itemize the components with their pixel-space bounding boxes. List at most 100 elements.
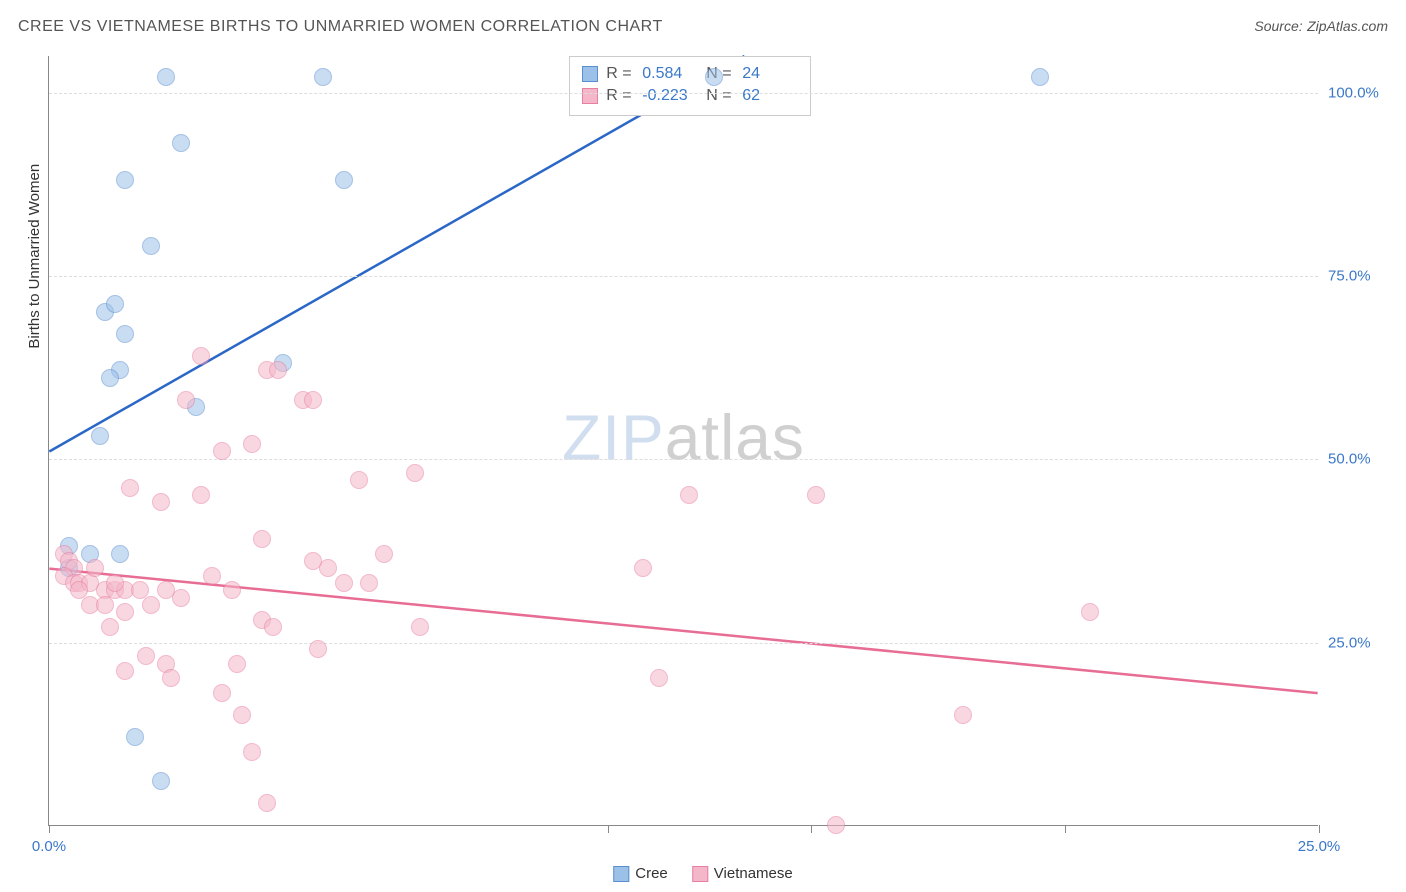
- data-point-vietnamese: [954, 706, 972, 724]
- data-point-vietnamese: [269, 361, 287, 379]
- stats-n-value: 24: [742, 63, 798, 85]
- legend-item-cree: Cree: [613, 865, 668, 882]
- data-point-vietnamese: [203, 567, 221, 585]
- stats-r-value: 0.584: [642, 63, 698, 85]
- data-point-vietnamese: [192, 486, 210, 504]
- data-point-vietnamese: [116, 662, 134, 680]
- data-point-vietnamese: [142, 596, 160, 614]
- data-point-vietnamese: [116, 603, 134, 621]
- stats-row-cree: R =0.584N =24: [582, 63, 798, 85]
- y-tick-label: 75.0%: [1328, 268, 1388, 285]
- x-tick-mark: [608, 825, 609, 833]
- stats-r-label: R =: [606, 63, 634, 85]
- watermark-atlas: atlas: [665, 401, 805, 473]
- watermark: ZIPatlas: [562, 400, 805, 474]
- chart-title: CREE VS VIETNAMESE BIRTHS TO UNMARRIED W…: [18, 18, 663, 36]
- x-tick-mark: [1319, 825, 1320, 833]
- data-point-vietnamese: [258, 794, 276, 812]
- data-point-vietnamese: [101, 618, 119, 636]
- stats-r-label: R =: [606, 85, 634, 107]
- data-point-vietnamese: [106, 574, 124, 592]
- x-tick-label: 0.0%: [32, 838, 66, 855]
- correlation-stats-box: R = 0.584 N = 24R = -0.223 N = 62: [569, 56, 811, 116]
- data-point-vietnamese: [680, 486, 698, 504]
- data-point-vietnamese: [375, 545, 393, 563]
- legend-label: Vietnamese: [714, 865, 793, 882]
- data-point-cree: [172, 134, 190, 152]
- data-point-cree: [106, 295, 124, 313]
- stats-n-value: 62: [742, 85, 798, 107]
- data-point-cree: [705, 68, 723, 86]
- series-legend: Cree Vietnamese: [613, 865, 792, 882]
- legend-swatch-vietnamese-icon: [692, 866, 708, 882]
- scatter-plot-area: ZIPatlas R =0.584N =24R =-0.223N =62 25.…: [48, 56, 1318, 826]
- data-point-vietnamese: [309, 640, 327, 658]
- data-point-cree: [314, 68, 332, 86]
- data-point-vietnamese: [304, 391, 322, 409]
- data-point-vietnamese: [243, 743, 261, 761]
- data-point-vietnamese: [634, 559, 652, 577]
- y-axis-label: Births to Unmarried Women: [26, 164, 43, 349]
- stats-r-value: -0.223: [642, 85, 698, 107]
- legend-item-vietnamese: Vietnamese: [692, 865, 793, 882]
- data-point-cree: [111, 545, 129, 563]
- x-tick-mark: [49, 825, 50, 833]
- x-tick-mark: [811, 825, 812, 833]
- x-tick-mark: [1065, 825, 1066, 833]
- data-point-vietnamese: [406, 464, 424, 482]
- data-point-cree: [116, 171, 134, 189]
- stats-n-label: N =: [706, 85, 734, 107]
- data-point-vietnamese: [253, 530, 271, 548]
- y-tick-label: 100.0%: [1328, 84, 1388, 101]
- x-tick-label: 25.0%: [1298, 838, 1341, 855]
- data-point-vietnamese: [121, 479, 139, 497]
- stats-swatch-vietnamese-icon: [582, 88, 598, 104]
- data-point-cree: [91, 427, 109, 445]
- source-credit: Source: ZipAtlas.com: [1254, 18, 1388, 36]
- data-point-vietnamese: [1081, 603, 1099, 621]
- data-point-vietnamese: [213, 442, 231, 460]
- data-point-vietnamese: [807, 486, 825, 504]
- data-point-vietnamese: [86, 559, 104, 577]
- gridline: [49, 643, 1318, 644]
- data-point-cree: [157, 68, 175, 86]
- gridline: [49, 459, 1318, 460]
- data-point-vietnamese: [827, 816, 845, 834]
- data-point-cree: [142, 237, 160, 255]
- data-point-vietnamese: [137, 647, 155, 665]
- watermark-zip: ZIP: [562, 401, 665, 473]
- data-point-vietnamese: [350, 471, 368, 489]
- data-point-vietnamese: [228, 655, 246, 673]
- data-point-cree: [335, 171, 353, 189]
- data-point-vietnamese: [335, 574, 353, 592]
- data-point-cree: [116, 325, 134, 343]
- data-point-vietnamese: [223, 581, 241, 599]
- source-value: ZipAtlas.com: [1307, 18, 1388, 34]
- data-point-vietnamese: [304, 552, 322, 570]
- data-point-vietnamese: [233, 706, 251, 724]
- y-tick-label: 25.0%: [1328, 634, 1388, 651]
- data-point-vietnamese: [360, 574, 378, 592]
- data-point-cree: [1031, 68, 1049, 86]
- source-label: Source:: [1254, 18, 1302, 34]
- chart-header: CREE VS VIETNAMESE BIRTHS TO UNMARRIED W…: [18, 18, 1388, 36]
- data-point-cree: [152, 772, 170, 790]
- data-point-vietnamese: [213, 684, 231, 702]
- data-point-vietnamese: [411, 618, 429, 636]
- stats-row-vietnamese: R = -0.223 N = 62: [582, 85, 798, 107]
- data-point-cree: [126, 728, 144, 746]
- data-point-vietnamese: [264, 618, 282, 636]
- data-point-vietnamese: [152, 493, 170, 511]
- legend-swatch-cree-icon: [613, 866, 629, 882]
- y-tick-label: 50.0%: [1328, 451, 1388, 468]
- data-point-vietnamese: [172, 589, 190, 607]
- data-point-vietnamese: [650, 669, 668, 687]
- gridline: [49, 276, 1318, 277]
- data-point-vietnamese: [96, 596, 114, 614]
- data-point-vietnamese: [162, 669, 180, 687]
- data-point-vietnamese: [192, 347, 210, 365]
- data-point-vietnamese: [70, 581, 88, 599]
- data-point-cree: [101, 369, 119, 387]
- legend-label: Cree: [635, 865, 668, 882]
- data-point-vietnamese: [177, 391, 195, 409]
